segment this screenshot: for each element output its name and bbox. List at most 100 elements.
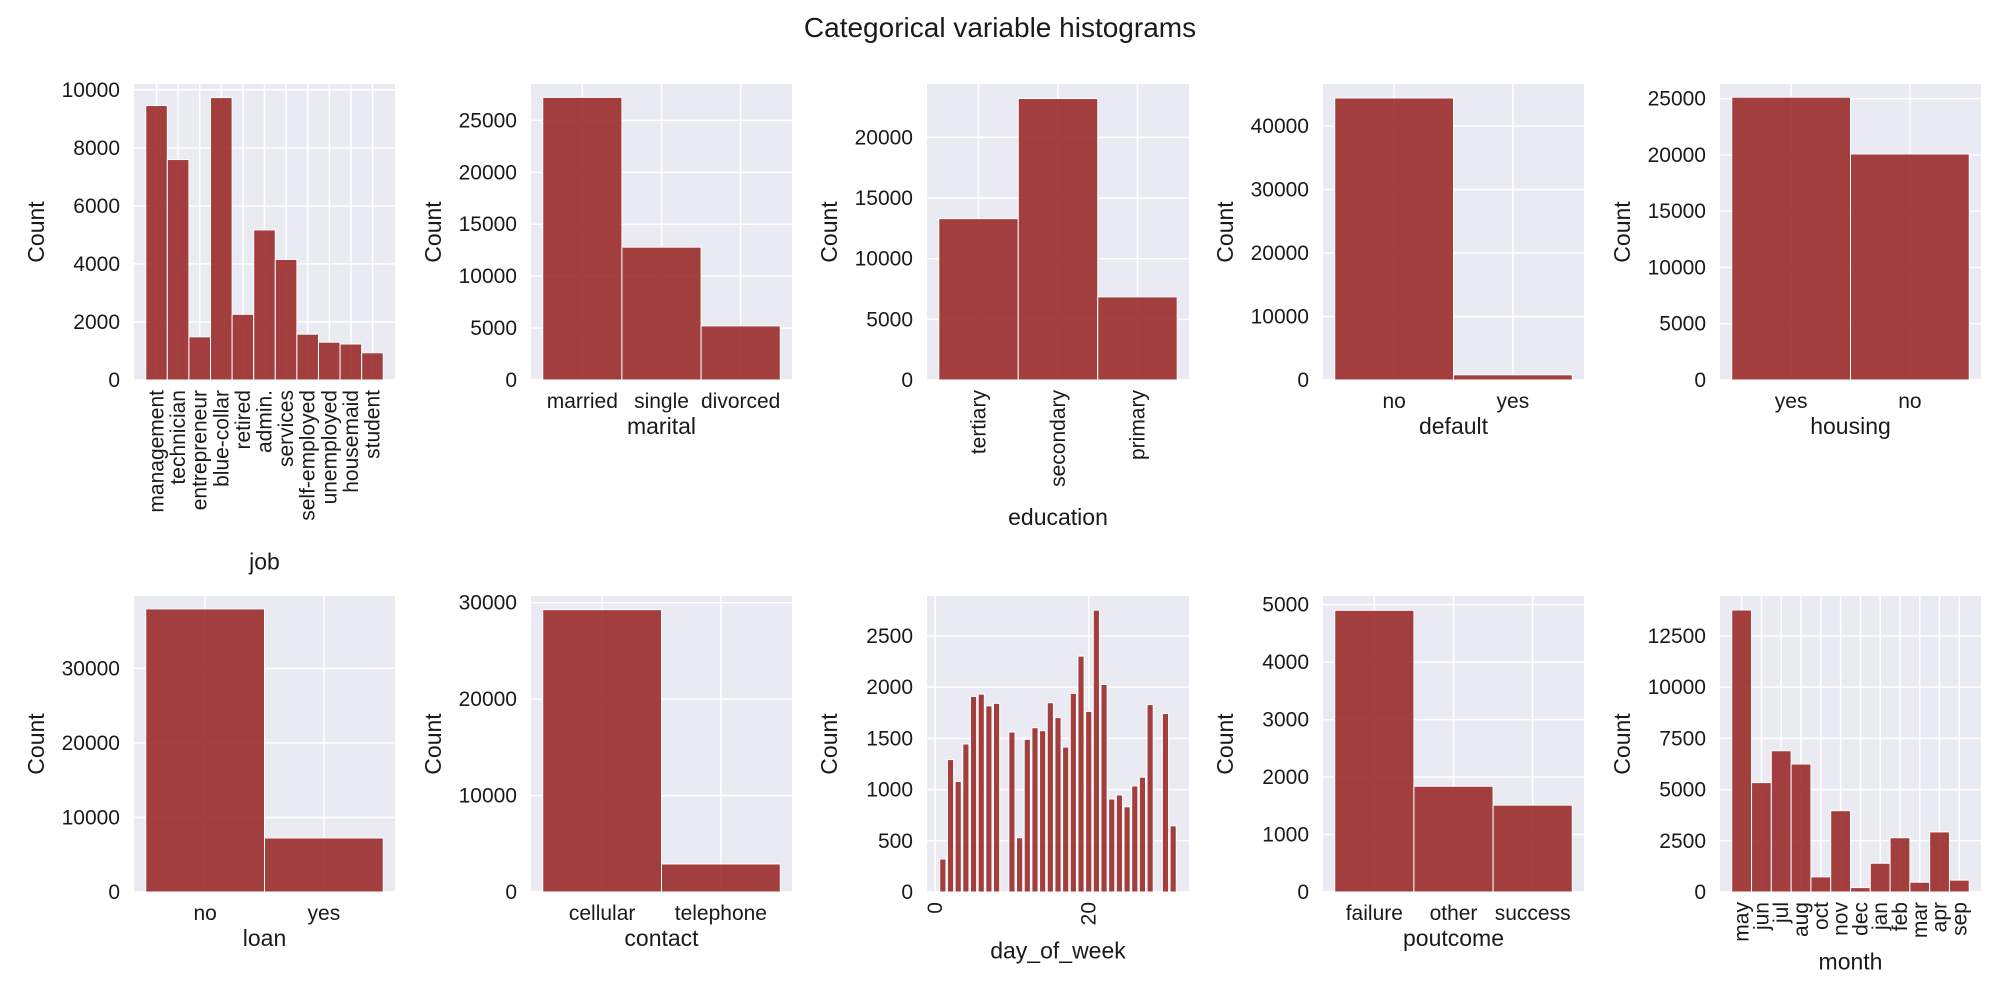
y-tick-label: 2500 — [866, 625, 913, 648]
bar — [1453, 374, 1573, 381]
bar — [1146, 704, 1154, 893]
y-tick-label: 0 — [1297, 881, 1309, 904]
bar — [1077, 655, 1085, 893]
bar — [188, 336, 212, 381]
y-tick-label: 30000 — [459, 592, 517, 615]
y-axis-label: Count — [23, 201, 49, 263]
bar — [1850, 153, 1970, 381]
x-tick-label: yes — [1497, 390, 1530, 413]
y-tick-label: 10000 — [1251, 305, 1309, 328]
x-tick-label: unemployed — [318, 390, 341, 504]
bar — [1413, 785, 1494, 893]
x-tick-label: failure — [1346, 902, 1403, 925]
bar — [1731, 609, 1753, 893]
bar — [1334, 97, 1454, 381]
y-tick-label: 0 — [1694, 369, 1706, 392]
bar — [1138, 776, 1147, 893]
x-axis-label: education — [1008, 504, 1108, 530]
y-tick-label: 0 — [1694, 881, 1706, 904]
y-axis-label: Count — [1212, 201, 1238, 263]
x-axis-label: contact — [624, 925, 699, 951]
y-tick-label: 0 — [901, 881, 913, 904]
x-axis-label: default — [1419, 413, 1489, 439]
y-tick-label: 5000 — [1262, 594, 1309, 617]
x-axis-label: loan — [243, 925, 286, 951]
y-axis-label: Count — [816, 201, 842, 263]
bar — [1062, 746, 1070, 893]
bar — [954, 780, 962, 893]
x-tick-label: dec — [1849, 902, 1872, 936]
x-tick-label: jan — [1869, 902, 1892, 931]
bar — [210, 97, 233, 381]
bar — [1069, 692, 1077, 893]
y-tick-label: 0 — [505, 369, 517, 392]
x-tick-label: primary — [1126, 390, 1149, 461]
chart-poutcome: 0 1000 2000 3000 4000 5000 failure other success… — [1212, 594, 1584, 951]
bar — [542, 609, 662, 893]
y-tick-label: 2000 — [866, 676, 913, 699]
x-axis-label: month — [1819, 949, 1883, 975]
bar — [1131, 785, 1139, 893]
y-tick-label: 3000 — [1262, 709, 1309, 732]
x-tick-label: retired — [232, 390, 255, 450]
y-axis-label: Count — [420, 201, 446, 263]
bar — [1869, 862, 1891, 893]
y-tick-label: 7500 — [1659, 727, 1706, 750]
y-tick-label: 10000 — [62, 806, 120, 829]
bar — [296, 333, 319, 381]
y-tick-label: 0 — [901, 369, 913, 392]
chart-default: 0 10000 20000 30000 40000 no yes default Count — [1212, 84, 1584, 439]
chart-job: 0 2000 4000 6000 8000 10000 managementtechnici… — [23, 79, 395, 575]
bar — [1850, 887, 1871, 893]
y-tick-label: 5000 — [470, 317, 517, 340]
bar — [1123, 806, 1131, 893]
y-tick-label: 15000 — [855, 187, 913, 210]
chart-contact: 0 10000 20000 30000 cellular telephonecontact… — [420, 592, 792, 951]
x-tick-label: secondary — [1047, 390, 1070, 487]
bar — [1031, 727, 1039, 893]
y-tick-label: 0 — [505, 881, 517, 904]
x-tick-label: apr — [1929, 902, 1952, 932]
x-tick-label: jul — [1770, 902, 1793, 924]
bar — [1169, 825, 1177, 893]
x-tick-label: divorced — [701, 390, 780, 413]
y-tick-label: 5000 — [866, 308, 913, 331]
y-tick-label: 40000 — [1251, 115, 1309, 138]
chart-housing: 0 5000 10000 15000 20000 25000 yes no housing Cou… — [1609, 84, 1981, 439]
bar — [985, 705, 993, 893]
figure-title: Categorical variable histograms — [803, 12, 1197, 43]
x-tick-label: 0 — [924, 902, 947, 914]
bar — [946, 759, 955, 893]
bar — [621, 246, 702, 381]
bar — [339, 343, 363, 381]
bar — [264, 837, 384, 893]
y-tick-label: 1500 — [866, 727, 913, 750]
bar — [1334, 609, 1415, 893]
x-tick-label: no — [1898, 390, 1921, 413]
bar — [939, 858, 947, 893]
x-tick-label: married — [547, 390, 618, 413]
bar — [1039, 730, 1047, 893]
y-tick-label: 2500 — [1659, 830, 1706, 853]
y-tick-label: 20000 — [62, 732, 120, 755]
x-tick-label: nov — [1830, 902, 1853, 936]
x-tick-label: admin. — [254, 390, 277, 453]
y-tick-label: 1000 — [1262, 824, 1309, 847]
x-tick-label: management — [146, 390, 169, 513]
y-tick-label: 10000 — [459, 785, 517, 808]
bar — [1008, 731, 1016, 893]
bar — [274, 258, 298, 381]
y-tick-label: 6000 — [73, 195, 120, 218]
y-tick-label: 10000 — [1648, 676, 1706, 699]
x-axis-label: housing — [1810, 413, 1891, 439]
bar — [1097, 296, 1178, 381]
bar — [1054, 717, 1062, 893]
bar — [1161, 712, 1170, 893]
y-tick-label: 15000 — [459, 213, 517, 236]
y-tick-label: 0 — [108, 369, 120, 392]
y-tick-label: 4000 — [1262, 651, 1309, 674]
bar — [361, 352, 384, 381]
x-tick-label: no — [1382, 390, 1405, 413]
x-tick-label: self-employed — [297, 390, 320, 521]
bar — [1790, 763, 1812, 893]
